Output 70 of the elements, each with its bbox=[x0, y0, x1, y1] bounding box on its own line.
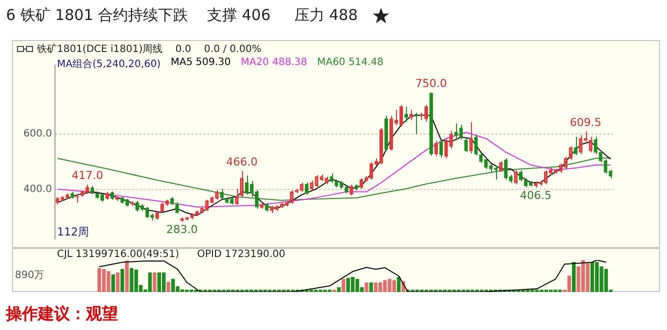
candlestick bbox=[404, 106, 408, 122]
candlestick bbox=[469, 122, 473, 154]
bar bbox=[152, 272, 156, 292]
bar bbox=[162, 272, 166, 292]
bar bbox=[567, 276, 572, 292]
annotation: 466.0 bbox=[226, 155, 258, 168]
candlestick bbox=[439, 139, 443, 158]
bar bbox=[97, 268, 102, 292]
candlestick bbox=[434, 140, 438, 157]
text: MA20 488.38 bbox=[240, 57, 308, 70]
candlestick bbox=[494, 165, 498, 180]
annotation: 112周 bbox=[57, 225, 89, 238]
candlestick bbox=[464, 138, 468, 152]
bar bbox=[166, 282, 170, 292]
legend-title: MA组合(5,240,20,60) bbox=[57, 58, 161, 71]
annotation: 417.0 bbox=[72, 168, 104, 182]
text: MA5 509.30 bbox=[170, 57, 231, 70]
candlestick bbox=[314, 174, 318, 188]
text: 操作建议：观望 bbox=[6, 304, 118, 325]
candlestick bbox=[459, 124, 463, 140]
bar bbox=[572, 262, 576, 292]
candlestick bbox=[598, 150, 602, 163]
bar bbox=[369, 282, 373, 292]
bar bbox=[590, 262, 594, 292]
candlestick bbox=[290, 190, 294, 204]
candlestick bbox=[479, 152, 483, 164]
annotation: OPID 1723190.00 bbox=[197, 249, 286, 260]
annotation: 406.5 bbox=[520, 188, 552, 202]
bar bbox=[180, 289, 184, 292]
bar bbox=[396, 276, 401, 292]
bar bbox=[355, 278, 360, 292]
candlestick bbox=[304, 182, 308, 196]
candlestick bbox=[444, 138, 448, 159]
text: MA60 514.48 bbox=[317, 57, 384, 70]
candlestick bbox=[594, 136, 598, 154]
annotation: 609.5 bbox=[570, 116, 602, 129]
bar bbox=[120, 268, 124, 292]
bar bbox=[111, 274, 115, 292]
candlestick bbox=[330, 173, 334, 184]
candlestick bbox=[474, 134, 478, 156]
bar bbox=[125, 260, 129, 292]
candlestick bbox=[409, 109, 414, 121]
candlestick bbox=[370, 162, 374, 180]
candlestick bbox=[454, 123, 458, 139]
bar bbox=[364, 282, 368, 292]
bar bbox=[116, 272, 120, 292]
bar bbox=[337, 287, 341, 292]
candlestick bbox=[578, 134, 582, 154]
chart-title: 6 铁矿 1801 合约持续下跌 支撑 406 压力 488 bbox=[6, 6, 358, 25]
candlestick bbox=[350, 184, 354, 196]
candlestick bbox=[604, 158, 608, 174]
candlestick bbox=[499, 160, 503, 172]
candlestick bbox=[504, 158, 508, 180]
annotation: 283.0 bbox=[166, 222, 198, 236]
bar bbox=[342, 278, 346, 292]
annotation: 750.0 bbox=[415, 76, 447, 90]
annotation: CJL 13199716.00(49:51) bbox=[57, 249, 180, 260]
candlestick bbox=[484, 158, 488, 170]
chart-subtitle: 铁矿1801(DCE i1801)周线 0.0 0.0 / 0.00% bbox=[37, 42, 262, 56]
candlestick bbox=[205, 199, 209, 212]
candlestick bbox=[175, 202, 179, 214]
y-tick-label: 600.0 bbox=[23, 128, 52, 140]
candlestick bbox=[449, 130, 453, 149]
y-tick-label: 400.0 bbox=[23, 184, 52, 195]
bar bbox=[374, 282, 378, 292]
bar bbox=[350, 276, 355, 292]
candlestick bbox=[514, 170, 518, 185]
candlestick bbox=[235, 188, 239, 205]
bar bbox=[157, 272, 162, 292]
text: 890万 bbox=[15, 269, 44, 282]
